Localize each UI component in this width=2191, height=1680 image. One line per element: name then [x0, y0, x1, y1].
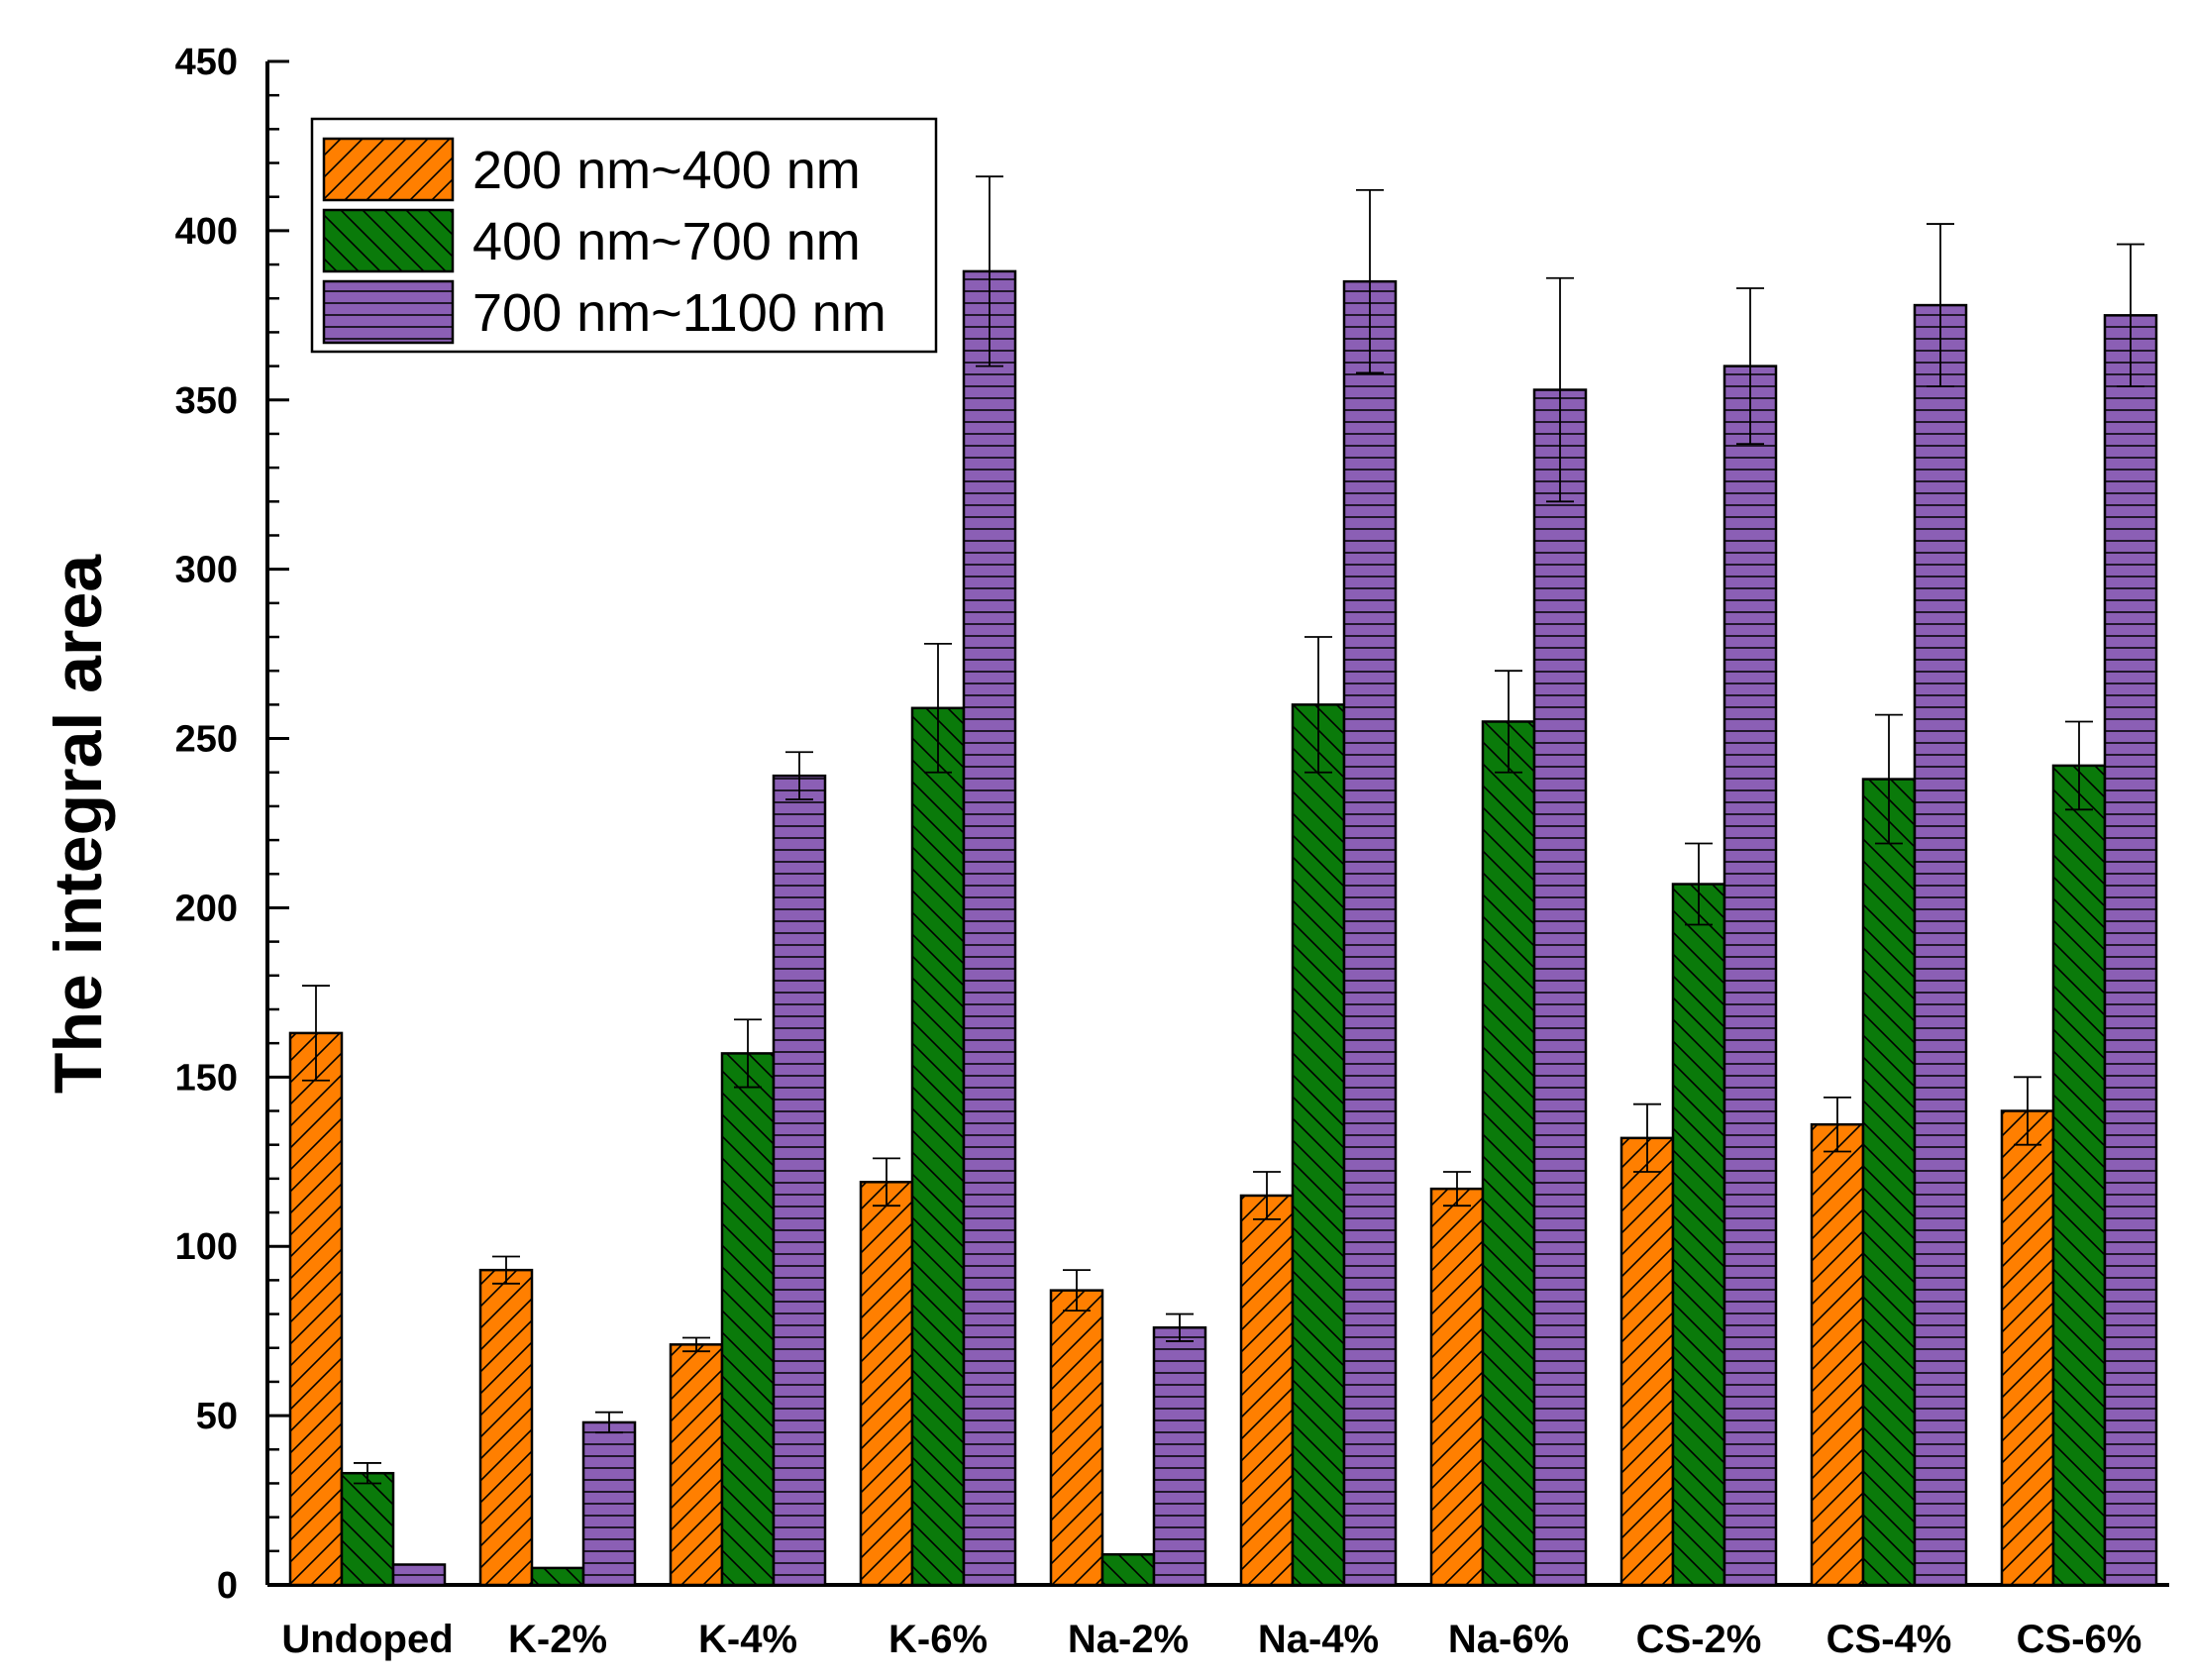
legend-label-1: 400 nm~700 nm	[472, 212, 861, 271]
bar-0-7	[1619, 1136, 1675, 1587]
bar-1-8	[1861, 778, 1917, 1587]
bar-0-2	[669, 1343, 724, 1587]
y-tick-label: 150	[175, 1057, 238, 1099]
y-tick-label: 0	[217, 1565, 238, 1607]
bar-2-8	[1913, 303, 1968, 1587]
y-tick-label: 250	[175, 719, 238, 761]
legend-swatch-2	[322, 279, 455, 345]
bar-1-1	[530, 1566, 585, 1587]
y-tick-label: 300	[175, 550, 238, 591]
bar-2-4	[1152, 1325, 1207, 1587]
bar-1-3	[910, 706, 966, 1587]
bar-2-9	[2103, 314, 2158, 1587]
legend-label-2: 700 nm~1100 nm	[472, 283, 887, 343]
x-tick-label: CS-2%	[1636, 1618, 1762, 1661]
x-tick-label: Undoped	[281, 1618, 453, 1661]
legend-label-0: 200 nm~400 nm	[472, 141, 861, 200]
x-tick-label: Na-6%	[1448, 1618, 1569, 1661]
y-tick-label: 100	[175, 1226, 238, 1268]
bar-0-5	[1239, 1194, 1295, 1587]
bar-1-0	[340, 1471, 395, 1587]
x-tick-label: CS-6%	[2017, 1618, 2142, 1661]
bar-0-0	[288, 1031, 344, 1587]
x-tick-label: CS-4%	[1826, 1618, 1952, 1661]
bar-0-4	[1049, 1289, 1104, 1587]
bar-0-3	[859, 1181, 914, 1587]
y-tick-label: 200	[175, 888, 238, 929]
x-tick-label: K-6%	[888, 1618, 988, 1661]
x-tick-label: K-4%	[698, 1618, 797, 1661]
bar-0-1	[478, 1268, 534, 1587]
bar-1-6	[1481, 720, 1536, 1587]
bar-1-7	[1671, 883, 1726, 1587]
bar-2-6	[1532, 388, 1588, 1587]
legend-swatch-1	[322, 208, 455, 273]
bar-1-5	[1291, 703, 1346, 1587]
y-tick-label: 350	[175, 380, 238, 422]
bar-1-2	[720, 1052, 776, 1587]
y-axis-title: The integral area	[41, 554, 116, 1094]
x-tick-label: Na-2%	[1068, 1618, 1189, 1661]
y-tick-label: 400	[175, 211, 238, 253]
x-tick-label: Na-4%	[1258, 1618, 1379, 1661]
bar-2-7	[1722, 365, 1778, 1587]
bar-2-2	[772, 774, 827, 1587]
bar-0-6	[1429, 1187, 1485, 1587]
y-tick-label: 50	[196, 1396, 238, 1437]
bar-2-3	[962, 269, 1017, 1587]
bar-2-1	[581, 1420, 637, 1587]
x-tick-label: K-2%	[508, 1618, 607, 1661]
bar-0-8	[1810, 1122, 1865, 1587]
legend-swatch-0	[322, 137, 455, 202]
bar-1-4	[1100, 1552, 1156, 1587]
bar-0-9	[2000, 1109, 2055, 1587]
bar-1-9	[2051, 764, 2107, 1587]
bar-2-0	[391, 1563, 447, 1587]
y-tick-label: 450	[175, 42, 238, 83]
bar-2-5	[1342, 279, 1398, 1587]
